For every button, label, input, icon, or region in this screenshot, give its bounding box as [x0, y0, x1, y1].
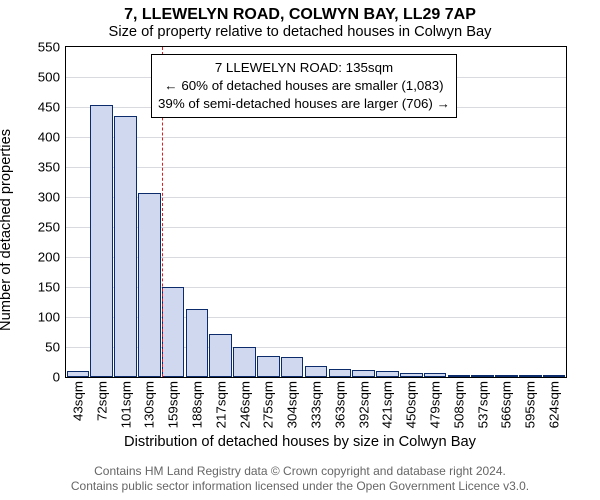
bar [400, 373, 423, 377]
x-tick-label: 479sqm [428, 381, 443, 428]
x-tick-label: 43sqm [70, 381, 85, 421]
gridline [66, 167, 566, 168]
bar [376, 371, 399, 377]
x-tick-label: 566sqm [499, 381, 514, 428]
bar [67, 371, 90, 377]
y-tick-label: 0 [53, 370, 60, 385]
bar [495, 375, 518, 377]
gridline [66, 137, 566, 138]
x-axis-label: Distribution of detached houses by size … [0, 434, 600, 450]
bar [257, 356, 280, 377]
x-tick-label: 595sqm [523, 381, 538, 428]
info-box-line: 39% of semi-detached houses are larger (… [158, 95, 450, 113]
y-tick-label: 450 [38, 100, 60, 115]
y-axis-label: Number of detached properties [0, 129, 14, 331]
x-tick-label: 188sqm [189, 381, 204, 428]
credits-line-1: Contains HM Land Registry data © Crown c… [0, 464, 600, 479]
x-tick-label: 72sqm [94, 381, 109, 421]
y-tick-label: 100 [38, 310, 60, 325]
y-tick-label: 300 [38, 190, 60, 205]
credits-line-2: Contains public sector information licen… [0, 479, 600, 494]
x-tick-label: 333sqm [309, 381, 324, 428]
info-box-line: ← 60% of detached houses are smaller (1,… [158, 77, 450, 95]
x-tick-label: 217sqm [213, 381, 228, 428]
x-tick-label: 246sqm [237, 381, 252, 428]
y-tick-label: 500 [38, 70, 60, 85]
bar [90, 105, 113, 377]
x-tick-label: 130sqm [142, 381, 157, 428]
x-tick-label: 537sqm [475, 381, 490, 428]
x-tick-label: 304sqm [285, 381, 300, 428]
y-tick-label: 250 [38, 220, 60, 235]
bar [114, 116, 137, 377]
plot-area: 05010015020025030035040045050055043sqm72… [65, 46, 567, 378]
y-tick-label: 550 [38, 40, 60, 55]
bar [352, 370, 375, 377]
y-tick-label: 350 [38, 160, 60, 175]
x-tick-label: 421sqm [380, 381, 395, 428]
x-tick-label: 101sqm [118, 381, 133, 428]
bar [519, 375, 542, 377]
y-tick-label: 50 [45, 340, 60, 355]
bar [138, 193, 161, 377]
bar [471, 375, 494, 377]
credits: Contains HM Land Registry data © Crown c… [0, 464, 600, 494]
bar [543, 375, 566, 377]
bar [233, 347, 256, 377]
x-tick-label: 159sqm [166, 381, 181, 428]
bar [281, 357, 304, 377]
x-tick-label: 508sqm [451, 381, 466, 428]
chart-title: 7, LLEWELYN ROAD, COLWYN BAY, LL29 7AP [0, 6, 600, 24]
y-tick-label: 200 [38, 250, 60, 265]
x-tick-label: 275sqm [261, 381, 276, 428]
x-tick-label: 450sqm [404, 381, 419, 428]
chart-subtitle: Size of property relative to detached ho… [0, 24, 600, 40]
x-tick-label: 392sqm [356, 381, 371, 428]
bar [209, 334, 232, 377]
bar [448, 375, 471, 377]
bar [305, 366, 328, 377]
bar [186, 309, 209, 377]
bar [424, 373, 447, 377]
info-box-line: 7 LLEWELYN ROAD: 135sqm [158, 59, 450, 77]
y-tick-label: 150 [38, 280, 60, 295]
info-box: 7 LLEWELYN ROAD: 135sqm← 60% of detached… [151, 54, 457, 118]
bar [162, 287, 185, 377]
bar [329, 369, 352, 377]
x-tick-label: 624sqm [547, 381, 562, 428]
x-tick-label: 363sqm [332, 381, 347, 428]
y-tick-label: 400 [38, 130, 60, 145]
